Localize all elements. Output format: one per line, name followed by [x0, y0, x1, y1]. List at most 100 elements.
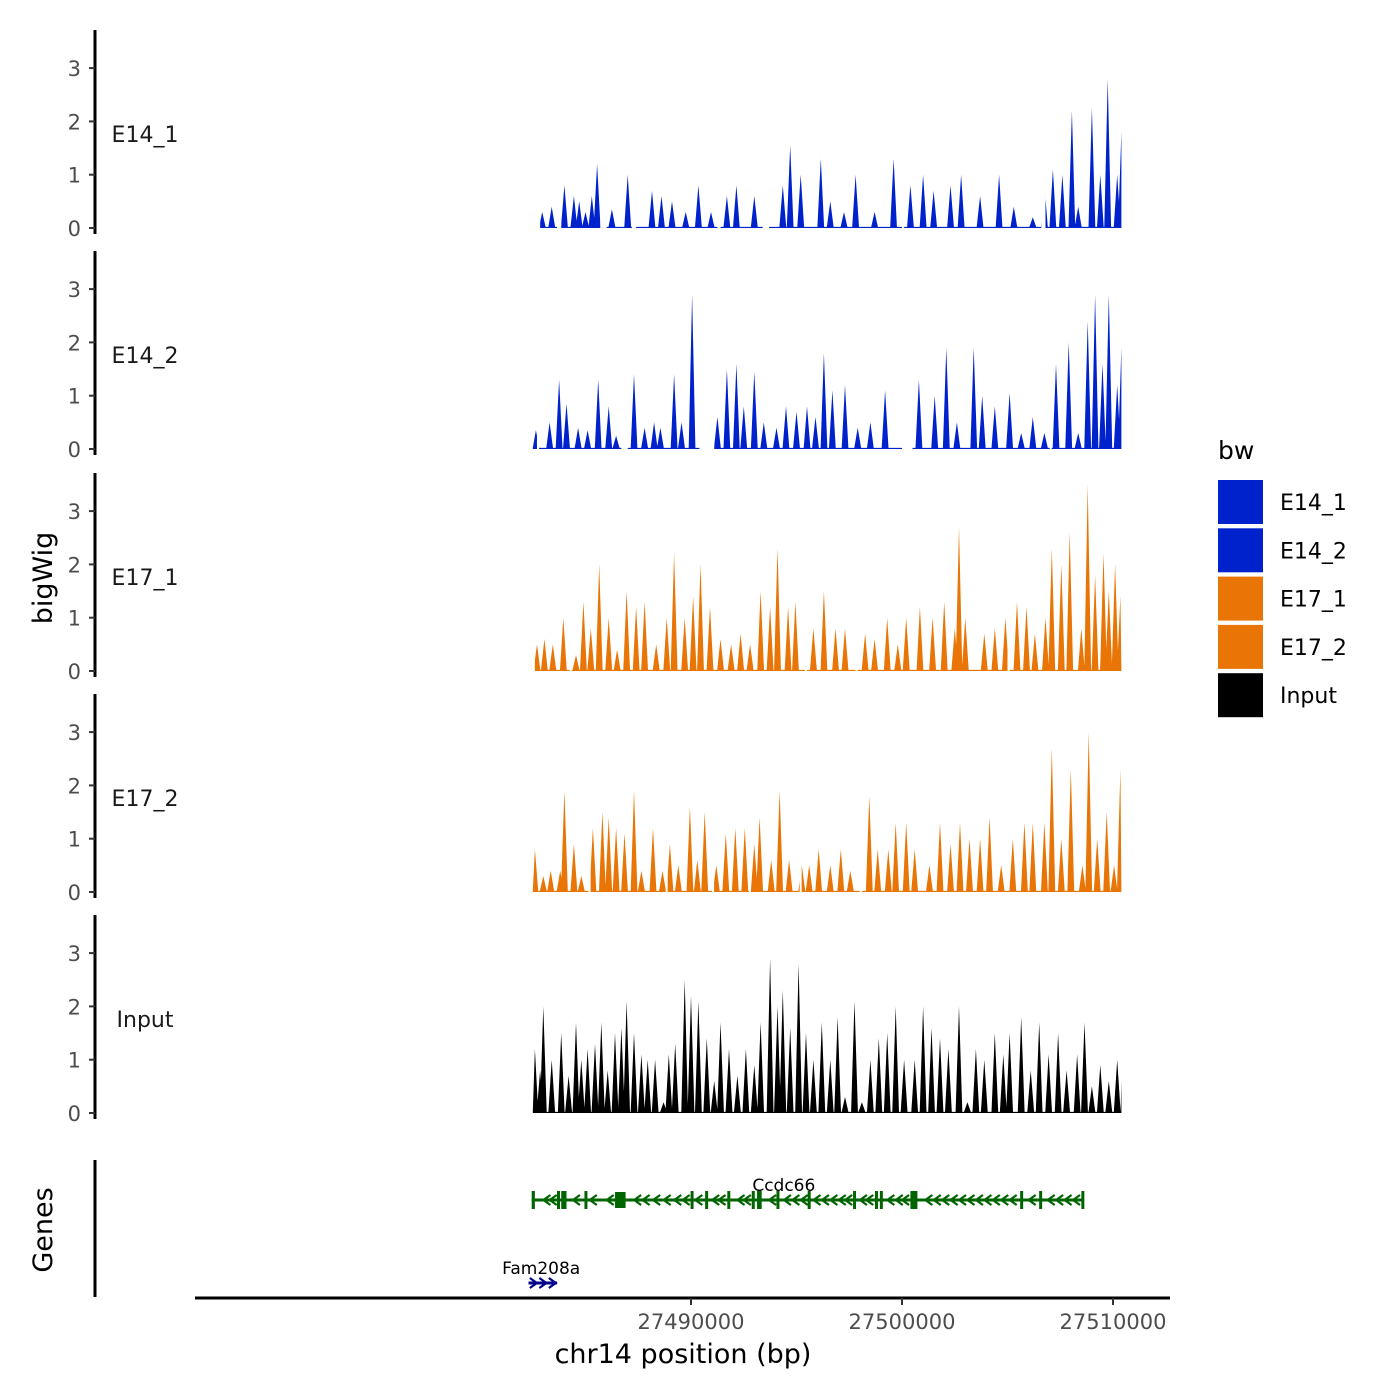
strand-arrow	[843, 1194, 853, 1206]
y-axis-title: bigWig	[28, 532, 59, 625]
strand-arrow	[893, 1194, 904, 1206]
exon	[615, 1192, 626, 1208]
y-tick-label: 3	[68, 278, 81, 302]
exon	[910, 1191, 918, 1209]
legend-label: E14_1	[1280, 491, 1347, 516]
genes-panel: Ccdc66 Fam208a	[93, 1160, 1085, 1297]
exon	[557, 1191, 561, 1209]
exon	[1039, 1191, 1043, 1209]
y-tick-label: 1	[68, 1049, 81, 1073]
exon	[1081, 1191, 1085, 1209]
coverage-gap	[588, 694, 591, 893]
y-tick-label: 0	[68, 217, 81, 241]
legend-title: bw	[1218, 436, 1254, 465]
exon	[561, 1191, 567, 1209]
coverage-gap	[902, 30, 905, 229]
strand-arrow	[538, 1277, 549, 1289]
strand-arrow	[900, 1194, 910, 1206]
coverage-gap	[717, 30, 721, 229]
genes-axis-title: Genes	[28, 1187, 59, 1272]
track-panels: 0 1 2 3 E14_1 0 1 2 3 E14_2 0 1 2 3 E17_1 0 1 2 3 E17_2 0 1 2 3…	[68, 30, 1122, 1126]
y-tick-label: 1	[68, 828, 81, 852]
track-label: E14_1	[112, 123, 179, 148]
y-tick-label: 2	[68, 995, 81, 1019]
legend: bw E14_1 E14_2 E17_1 E17_2 Input	[1218, 436, 1347, 718]
exon	[751, 1191, 755, 1209]
strand-arrow	[820, 1194, 830, 1206]
strand-arrow	[990, 1194, 1001, 1206]
strand-arrow	[547, 1194, 558, 1206]
strand-arrow	[571, 1194, 581, 1206]
y-tick-label: 3	[68, 500, 81, 524]
coverage-gap	[665, 694, 668, 893]
y-tick-label: 0	[68, 881, 81, 905]
track-e17-1: 0 1 2 3 E17_1	[68, 473, 1122, 684]
exon	[874, 1191, 878, 1209]
strand-arrow	[1062, 1194, 1073, 1206]
coverage-gap	[569, 473, 572, 672]
track-input: 0 1 2 3 Input	[68, 915, 1122, 1126]
track-e17-2: 0 1 2 3 E17_2	[68, 694, 1122, 905]
legend-label: E14_2	[1280, 539, 1347, 564]
coverage-gap	[859, 694, 862, 893]
legend-swatch	[1218, 673, 1263, 718]
strand-arrow	[982, 1194, 993, 1206]
exon	[690, 1191, 694, 1209]
x-tick-label: 27500000	[849, 1310, 956, 1334]
coverage-gap	[1049, 251, 1052, 450]
strand-arrow	[858, 1194, 868, 1206]
y-tick-label: 0	[68, 660, 81, 684]
exon	[727, 1191, 731, 1209]
legend-swatch	[1218, 528, 1263, 573]
gene-fam208a: Fam208a	[502, 1259, 580, 1289]
coverage-gap	[621, 251, 628, 450]
coverage-area	[532, 484, 1122, 671]
y-tick-label: 3	[68, 721, 81, 745]
coverage-gap	[855, 473, 858, 672]
strand-arrow	[716, 1194, 727, 1206]
coverage-gap	[762, 30, 770, 229]
strand-arrow	[661, 1194, 672, 1206]
strand-arrow	[710, 1194, 720, 1206]
strand-arrow	[1026, 1194, 1037, 1206]
exon	[879, 1191, 883, 1209]
legend-label: Input	[1280, 684, 1337, 709]
strand-arrow	[767, 1194, 777, 1206]
exon	[807, 1191, 811, 1209]
strand-arrow	[782, 1194, 792, 1206]
strand-arrow	[811, 1194, 822, 1206]
strand-arrow	[587, 1194, 598, 1206]
coverage-gap	[699, 251, 715, 450]
track-label: E17_2	[112, 787, 179, 812]
coverage-area	[532, 294, 1122, 449]
strand-arrow	[541, 1194, 552, 1206]
coverage-gap	[538, 30, 541, 229]
exon	[705, 1191, 709, 1209]
coverage-gap	[804, 473, 808, 672]
y-tick-label: 3	[68, 57, 81, 81]
strand-arrow	[1071, 1194, 1081, 1206]
coverage-gap	[1041, 30, 1046, 229]
y-tick-label: 3	[68, 942, 81, 966]
coverage-area	[539, 78, 1122, 228]
y-tick-label: 2	[68, 774, 81, 798]
y-tick-label: 2	[68, 110, 81, 134]
y-tick-label: 2	[68, 331, 81, 355]
strand-arrow	[798, 1194, 809, 1206]
strand-arrow	[693, 1194, 703, 1206]
strand-arrow	[965, 1194, 976, 1206]
legend-item-e14-2: E14_2	[1218, 528, 1347, 573]
exon	[776, 1191, 780, 1209]
coverage-gap	[532, 473, 535, 672]
legend-item-input: Input	[1218, 673, 1337, 718]
legend-swatch	[1218, 480, 1263, 524]
legend-label: E17_2	[1280, 636, 1347, 661]
coverage-gap	[902, 251, 913, 450]
strand-arrow	[680, 1194, 691, 1206]
track-label: Input	[117, 1008, 174, 1033]
strand-arrow	[1054, 1194, 1064, 1206]
y-tick-label: 1	[68, 164, 81, 188]
track-label: E14_2	[112, 344, 179, 369]
coverage-gap	[799, 694, 802, 893]
